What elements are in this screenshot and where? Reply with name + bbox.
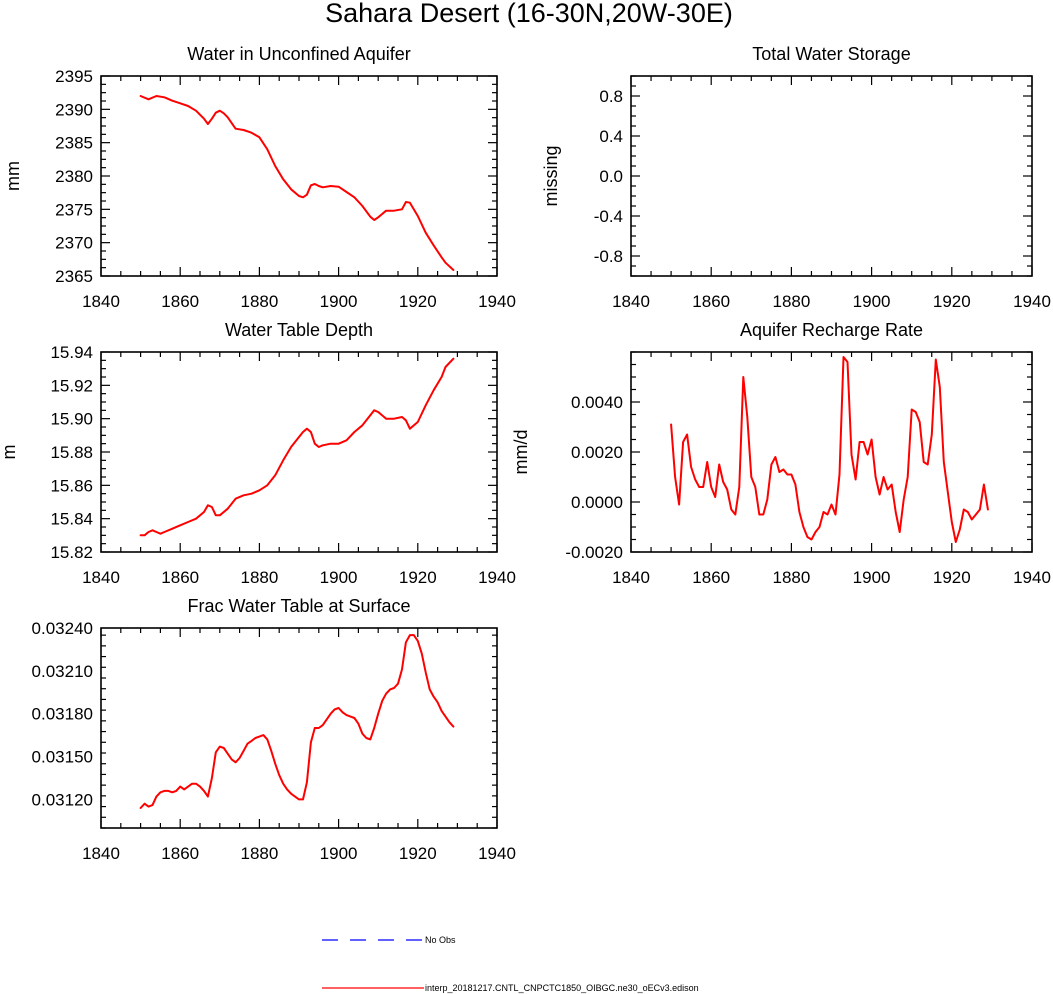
y-tick-label: 2390 (55, 100, 93, 119)
y-tick-label: 0.0020 (571, 443, 623, 462)
y-tick-label: 0.8 (599, 87, 623, 106)
y-tick-label: 0.03210 (32, 662, 93, 681)
x-tick-label: 1880 (772, 292, 810, 311)
y-tick-label: 2370 (55, 234, 93, 253)
x-tick-label: 1940 (1013, 292, 1051, 311)
y-tick-label: 0.03120 (32, 790, 93, 809)
y-tick-label: 15.92 (50, 376, 93, 395)
x-tick-label: 1940 (1013, 568, 1051, 587)
y-tick-label: 15.88 (50, 443, 93, 462)
series-line-wtd (139, 357, 455, 537)
x-tick-label: 1860 (161, 292, 199, 311)
series-line-unconfined (139, 95, 455, 271)
x-tick-label: 1940 (478, 844, 516, 863)
x-tick-label: 1920 (933, 568, 971, 587)
plot-frame (630, 75, 1033, 277)
y-tick-label: -0.4 (594, 207, 623, 226)
x-tick-label: 1840 (82, 568, 120, 587)
y-tick-label: 15.86 (50, 476, 93, 495)
x-tick-label: 1900 (320, 292, 358, 311)
y-tick-label: 2375 (55, 200, 93, 219)
x-tick-label: 1940 (478, 568, 516, 587)
x-tick-label: 1880 (772, 568, 810, 587)
x-tick-label: 1860 (692, 568, 730, 587)
x-tick-label: 1880 (240, 292, 278, 311)
panels: Water in Unconfined Aquifer 1840 1860 1880 1… (0, 44, 1051, 863)
y-tick-label: 0.03150 (32, 748, 93, 767)
y-tick-label: 0.4 (599, 127, 623, 146)
x-tick-label: 1840 (82, 292, 120, 311)
y-tick-label: 0.0000 (571, 493, 623, 512)
x-tick-label: 1920 (399, 844, 437, 863)
y-tick-label: 2395 (55, 67, 93, 86)
panel-title: Total Water Storage (752, 44, 910, 64)
y-axis-label: m (0, 445, 19, 460)
legend: No Obs interp_20181217.CNTL_CNPCTC1850_O… (322, 935, 699, 993)
x-tick-label: 1920 (399, 292, 437, 311)
figure-title: Sahara Desert (16-30N,20W-30E) (325, 0, 733, 28)
chart-panel-recharge: Aquifer Recharge Rate 1840 1860 1880 1900 192… (511, 320, 1051, 587)
panel-title: Water Table Depth (225, 320, 373, 340)
y-axis-label: mm/d (511, 430, 531, 475)
x-tick-label: 1880 (240, 568, 278, 587)
x-tick-label: 1900 (320, 844, 358, 863)
x-tick-label: 1860 (161, 844, 199, 863)
series-line-recharge (670, 356, 989, 543)
y-tick-label: -0.8 (594, 247, 623, 266)
x-tick-label: 1940 (478, 292, 516, 311)
chart-panel-unconfined: Water in Unconfined Aquifer 1840 1860 1880 1… (3, 44, 516, 311)
panel-title: Aquifer Recharge Rate (740, 320, 923, 340)
legend-obs-label: No Obs (425, 935, 456, 945)
x-tick-label: 1840 (612, 292, 650, 311)
y-axis-label: mm (3, 161, 23, 191)
plot-frame (630, 351, 1033, 553)
y-tick-label: 0.0 (599, 167, 623, 186)
x-tick-label: 1860 (161, 568, 199, 587)
plot-frame (100, 627, 498, 829)
x-tick-label: 1920 (399, 568, 437, 587)
chart-panel-fracwt: Frac Water Table at Surface 1840 1860 1880 1… (32, 596, 516, 863)
y-tick-label: 2385 (55, 134, 93, 153)
y-tick-label: 0.03180 (32, 705, 93, 724)
x-tick-label: 1920 (933, 292, 971, 311)
x-tick-label: 1900 (853, 292, 891, 311)
plot-frame (100, 75, 498, 277)
y-tick-label: 0.0040 (571, 393, 623, 412)
y-tick-label: 15.90 (50, 410, 93, 429)
x-tick-label: 1900 (853, 568, 891, 587)
x-tick-label: 1900 (320, 568, 358, 587)
chart-panel-tws: Total Water Storage 1840 1860 1880 1900 1920 1… (541, 44, 1051, 311)
x-tick-label: 1840 (82, 844, 120, 863)
x-tick-label: 1880 (240, 844, 278, 863)
y-axis-label: missing (541, 145, 561, 206)
y-tick-label: -0.0020 (565, 543, 623, 562)
x-tick-label: 1840 (612, 568, 650, 587)
series-line-fracwt (139, 634, 455, 809)
chart-panel-wtd: Water Table Depth 1840 1860 1880 1900 1920 194… (0, 320, 516, 587)
y-tick-label: 0.03240 (32, 619, 93, 638)
y-tick-label: 15.82 (50, 543, 93, 562)
y-tick-label: 15.84 (50, 510, 93, 529)
x-tick-label: 1860 (692, 292, 730, 311)
y-tick-label: 2365 (55, 267, 93, 286)
panel-title: Frac Water Table at Surface (187, 596, 410, 616)
y-tick-label: 2380 (55, 167, 93, 186)
y-tick-label: 15.94 (50, 343, 93, 362)
panel-title: Water in Unconfined Aquifer (187, 44, 410, 64)
legend-model-label: interp_20181217.CNTL_CNPCTC1850_OIBGC.ne… (425, 983, 699, 993)
